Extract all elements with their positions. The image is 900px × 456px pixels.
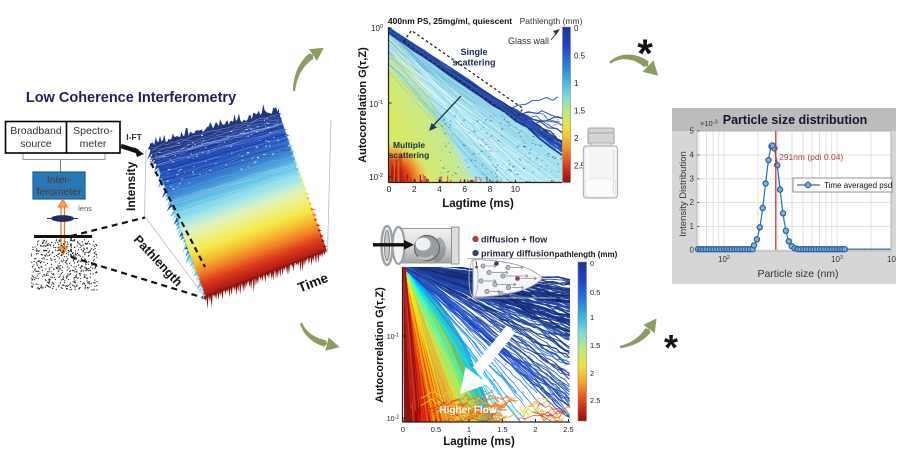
svg-text:1.5: 1.5 [497, 425, 507, 434]
svg-text:10: 10 [511, 184, 521, 194]
svg-text:2: 2 [590, 369, 594, 378]
svg-text:Particle size (nm): Particle size (nm) [757, 268, 838, 280]
svg-text:Time: Time [296, 270, 331, 295]
svg-text:Intensity: Intensity [124, 161, 138, 211]
svg-text:Autocorrelation G(τ,Z): Autocorrelation G(τ,Z) [357, 47, 369, 163]
svg-text:0: 0 [690, 246, 695, 255]
svg-text:0.5: 0.5 [431, 425, 441, 434]
svg-text:Broadband: Broadband [10, 125, 62, 137]
svg-text:source: source [20, 138, 52, 150]
svg-text:Pathlength: Pathlength [131, 232, 185, 289]
svg-text:2.5: 2.5 [563, 425, 573, 434]
svg-text:Single: Single [460, 47, 487, 57]
svg-text:*: * [664, 327, 678, 368]
svg-text:1: 1 [590, 313, 594, 322]
svg-text:Lagtime (ms): Lagtime (ms) [443, 436, 515, 448]
svg-text:Lagtime (ms): Lagtime (ms) [442, 198, 514, 210]
svg-text:0.5: 0.5 [590, 288, 600, 297]
svg-text:pathlength (mm): pathlength (mm) [555, 250, 618, 259]
svg-text:Autocorrelation G(τ,Z): Autocorrelation G(τ,Z) [374, 287, 386, 403]
svg-text:Inter-: Inter- [47, 174, 72, 186]
svg-text:Intensity Distribution: Intensity Distribution [678, 151, 689, 237]
svg-text:2: 2 [690, 198, 695, 207]
svg-text:scattering: scattering [452, 58, 495, 68]
svg-text:Glass wall: Glass wall [508, 36, 549, 46]
svg-text:Higher Flow: Higher Flow [439, 405, 496, 416]
svg-text:1.5: 1.5 [590, 341, 600, 350]
svg-text:0.5: 0.5 [574, 52, 586, 61]
svg-text:1: 1 [574, 79, 579, 88]
svg-text:Particle size distribution: Particle size distribution [723, 113, 867, 127]
svg-text:400nm PS, 25mg/ml, quiescent: 400nm PS, 25mg/ml, quiescent [388, 16, 512, 26]
svg-text:2.5: 2.5 [574, 162, 586, 171]
svg-text:2.5: 2.5 [590, 396, 600, 405]
svg-text:0: 0 [590, 259, 594, 268]
svg-text:10-2: 10-2 [387, 415, 399, 424]
svg-text:10-2: 10-2 [369, 173, 383, 182]
svg-text:I-FT: I-FT [126, 132, 142, 142]
svg-text:4: 4 [690, 151, 695, 160]
svg-text:8: 8 [488, 184, 493, 194]
svg-text:0: 0 [387, 184, 392, 194]
svg-text:5: 5 [690, 127, 695, 136]
svg-text:2: 2 [574, 134, 579, 143]
svg-text:3: 3 [690, 174, 695, 183]
svg-text:Pathlength (mm): Pathlength (mm) [520, 16, 583, 26]
svg-text:Time averaged psd: Time averaged psd [824, 181, 892, 190]
svg-text:meter: meter [80, 138, 107, 150]
svg-text:×10-3: ×10-3 [700, 119, 718, 128]
svg-text:*: * [637, 32, 653, 76]
svg-text:102: 102 [718, 255, 730, 264]
svg-text:0: 0 [401, 425, 405, 434]
svg-text:103: 103 [831, 255, 843, 264]
svg-text:Multiple: Multiple [393, 140, 425, 150]
svg-text:scattering: scattering [389, 150, 430, 160]
svg-text:10-1: 10-1 [387, 333, 399, 342]
svg-text:diffusion + flow: diffusion + flow [481, 235, 548, 245]
svg-text:2: 2 [533, 425, 537, 434]
svg-text:lens: lens [78, 204, 92, 213]
svg-text:100: 100 [371, 24, 383, 33]
svg-text:10-1: 10-1 [369, 100, 383, 109]
svg-text:Low Coherence Interferometry: Low Coherence Interferometry [26, 90, 236, 106]
svg-text:2: 2 [412, 184, 417, 194]
svg-text:ferometer: ferometer [37, 186, 82, 198]
svg-text:primary diffusion: primary diffusion [481, 249, 555, 259]
svg-text:1.5: 1.5 [574, 107, 586, 116]
svg-text:291nm (pdi 0.04): 291nm (pdi 0.04) [779, 152, 843, 162]
svg-text:1: 1 [467, 425, 471, 434]
svg-text:Spectro-: Spectro- [73, 125, 113, 137]
svg-text:1: 1 [690, 222, 695, 231]
svg-text:104: 104 [887, 255, 899, 264]
svg-text:0: 0 [574, 24, 579, 33]
svg-text:4: 4 [437, 184, 442, 194]
svg-text:6: 6 [462, 184, 467, 194]
